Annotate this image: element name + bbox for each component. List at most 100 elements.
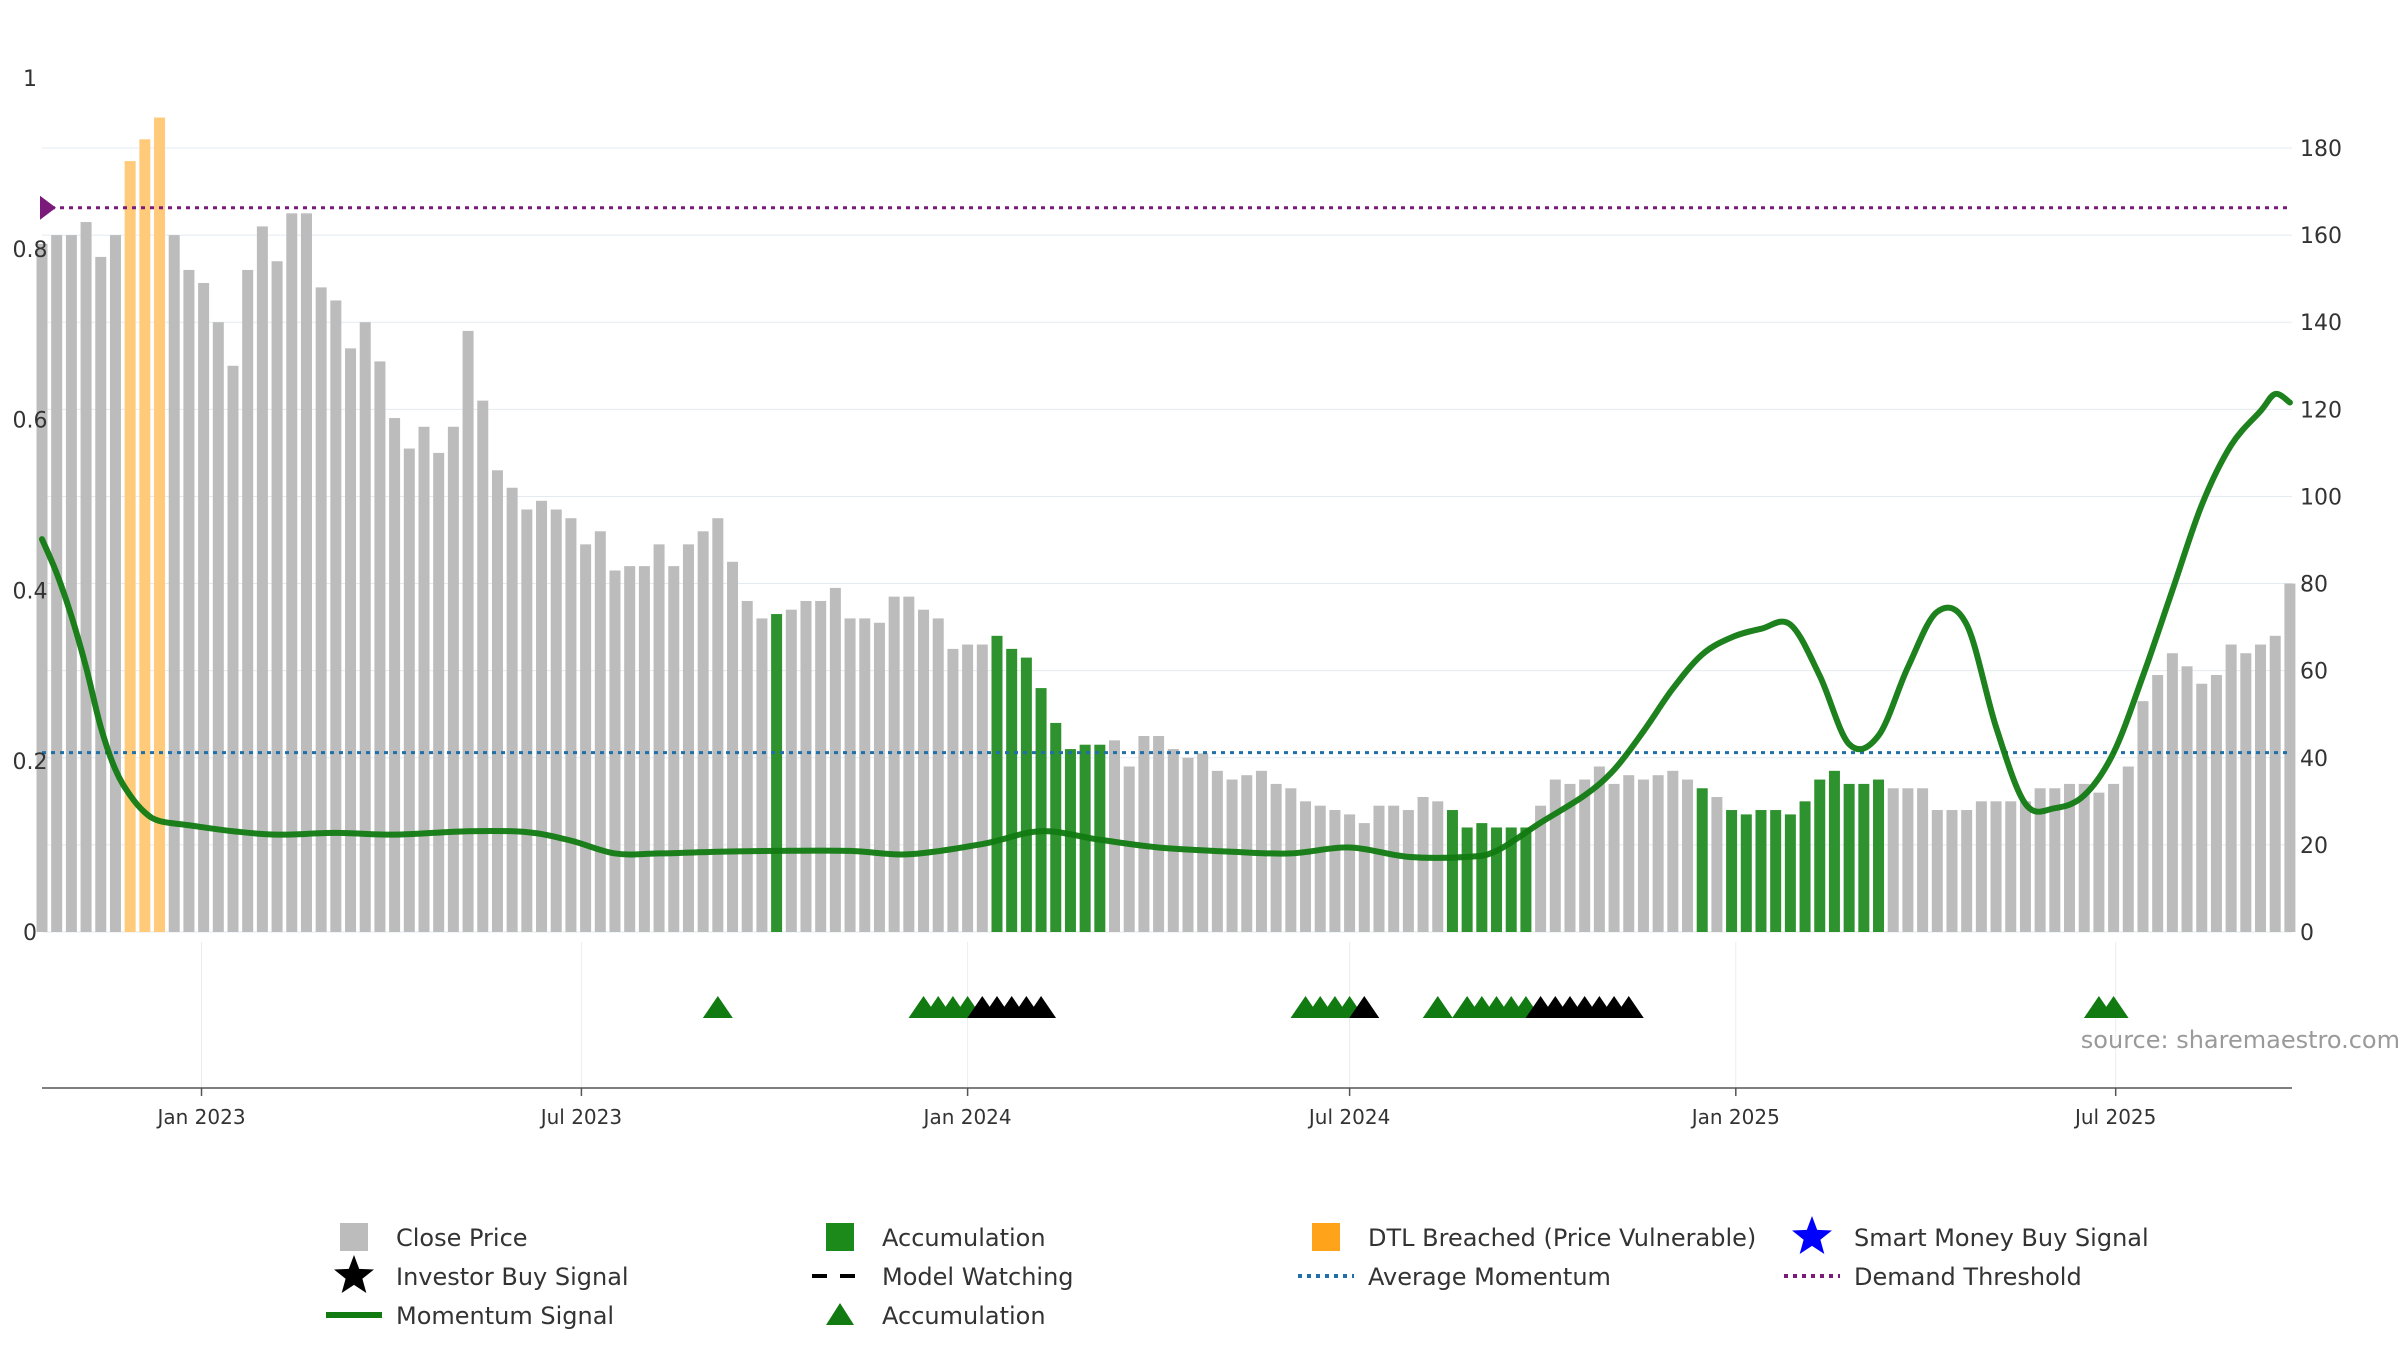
price-bar xyxy=(1226,779,1238,932)
legend-label: DTL Breached (Price Vulnerable) xyxy=(1368,1224,1756,1252)
left-tick-label: 0.8 xyxy=(13,238,48,263)
price-bar xyxy=(80,222,92,933)
price-bar xyxy=(697,531,709,932)
price-bar xyxy=(1197,753,1209,932)
price-bar xyxy=(1652,775,1664,932)
price-bar xyxy=(345,348,357,932)
price-bar xyxy=(1917,788,1929,932)
price-bar xyxy=(1799,801,1811,932)
legend-item: Model Watching xyxy=(812,1263,1074,1291)
price-bar xyxy=(256,226,268,932)
price-bar xyxy=(227,365,239,932)
legend-square-icon xyxy=(826,1223,854,1251)
right-tick-label: 120 xyxy=(2300,398,2342,423)
accumulation-marker xyxy=(2098,996,2129,1018)
price-bar xyxy=(51,235,63,933)
price-bar xyxy=(2225,644,2237,932)
price-bar xyxy=(109,235,121,933)
price-bar xyxy=(403,448,415,932)
price-bar xyxy=(859,618,871,932)
price-bar xyxy=(2064,783,2076,932)
price-bar xyxy=(1755,810,1767,932)
price-bar xyxy=(374,361,386,932)
price-bar xyxy=(785,609,797,932)
price-bar xyxy=(1564,783,1576,932)
accumulation-marker xyxy=(1422,996,1453,1018)
price-bar xyxy=(947,648,959,932)
x-tick-label: Jul 2023 xyxy=(539,1105,622,1129)
price-bar xyxy=(389,418,401,932)
legend-label: Accumulation xyxy=(882,1302,1046,1330)
price-bar xyxy=(1711,796,1723,932)
legend-triangle-icon xyxy=(826,1303,854,1325)
price-bar xyxy=(1300,801,1312,932)
threshold-marker xyxy=(40,195,56,220)
price-bar xyxy=(2210,675,2222,932)
left-tick-label: 1 xyxy=(23,67,37,92)
price-bar xyxy=(1446,810,1458,932)
price-bar xyxy=(139,139,151,933)
price-bar xyxy=(653,544,665,932)
x-tick-label: Jan 2023 xyxy=(155,1105,245,1129)
price-bar xyxy=(1990,801,2002,932)
price-bar xyxy=(1476,823,1488,932)
right-tick-label: 140 xyxy=(2300,311,2342,336)
price-bar xyxy=(154,117,166,932)
legend-star-icon xyxy=(1792,1216,1832,1254)
price-bar xyxy=(1520,827,1532,932)
right-tick-label: 20 xyxy=(2300,834,2328,859)
price-bar xyxy=(300,213,312,933)
price-bar xyxy=(286,213,298,933)
price-bar xyxy=(1593,766,1605,932)
x-tick-label: Jul 2025 xyxy=(2073,1105,2156,1129)
price-bar xyxy=(1608,783,1620,932)
price-bar xyxy=(1873,779,1885,932)
left-tick-label: 0 xyxy=(23,921,37,946)
legend-item: Accumulation xyxy=(826,1223,1046,1252)
price-bar xyxy=(727,561,739,932)
price-bar xyxy=(1035,688,1047,932)
price-bar xyxy=(1285,788,1297,932)
price-bar xyxy=(1902,788,1914,932)
price-bar xyxy=(594,531,606,932)
price-bar xyxy=(1373,805,1385,932)
price-bar xyxy=(521,509,533,932)
price-bar xyxy=(1696,788,1708,932)
price-bar xyxy=(36,243,48,933)
legend-item: Momentum Signal xyxy=(326,1302,614,1330)
legend-square-icon xyxy=(340,1223,368,1251)
price-bar xyxy=(1549,779,1561,932)
price-bar xyxy=(1946,810,1958,932)
legend-label: Model Watching xyxy=(882,1263,1074,1291)
price-bar xyxy=(1182,757,1194,932)
right-tick-label: 160 xyxy=(2300,224,2342,249)
left-tick-label: 0.2 xyxy=(13,750,48,775)
price-bar xyxy=(168,235,180,933)
price-bar xyxy=(1784,814,1796,932)
price-bar xyxy=(844,618,856,932)
price-bar xyxy=(829,587,841,932)
legend-item: Accumulation xyxy=(826,1302,1046,1330)
price-bar xyxy=(1138,736,1150,932)
price-bar xyxy=(1579,779,1591,932)
price-bar xyxy=(2122,766,2134,932)
price-bar xyxy=(1961,810,1973,932)
price-bar xyxy=(976,644,988,932)
legend-label: Momentum Signal xyxy=(396,1302,614,1330)
price-bar xyxy=(2181,666,2193,932)
legend-label: Close Price xyxy=(396,1224,528,1252)
price-bars xyxy=(36,117,2296,933)
price-bar xyxy=(359,322,371,932)
price-bar xyxy=(2034,788,2046,932)
price-bar xyxy=(873,622,885,932)
price-bar xyxy=(1667,770,1679,932)
price-bar xyxy=(491,470,503,932)
signal-markers xyxy=(702,996,2129,1018)
legend-item: Investor Buy Signal xyxy=(334,1255,629,1293)
price-bar xyxy=(462,330,474,932)
x-tick-label: Jan 2024 xyxy=(922,1105,1012,1129)
left-tick-label: 0.6 xyxy=(13,409,48,434)
price-bar xyxy=(2108,783,2120,932)
price-bar xyxy=(1344,814,1356,932)
price-bar xyxy=(991,635,1003,932)
